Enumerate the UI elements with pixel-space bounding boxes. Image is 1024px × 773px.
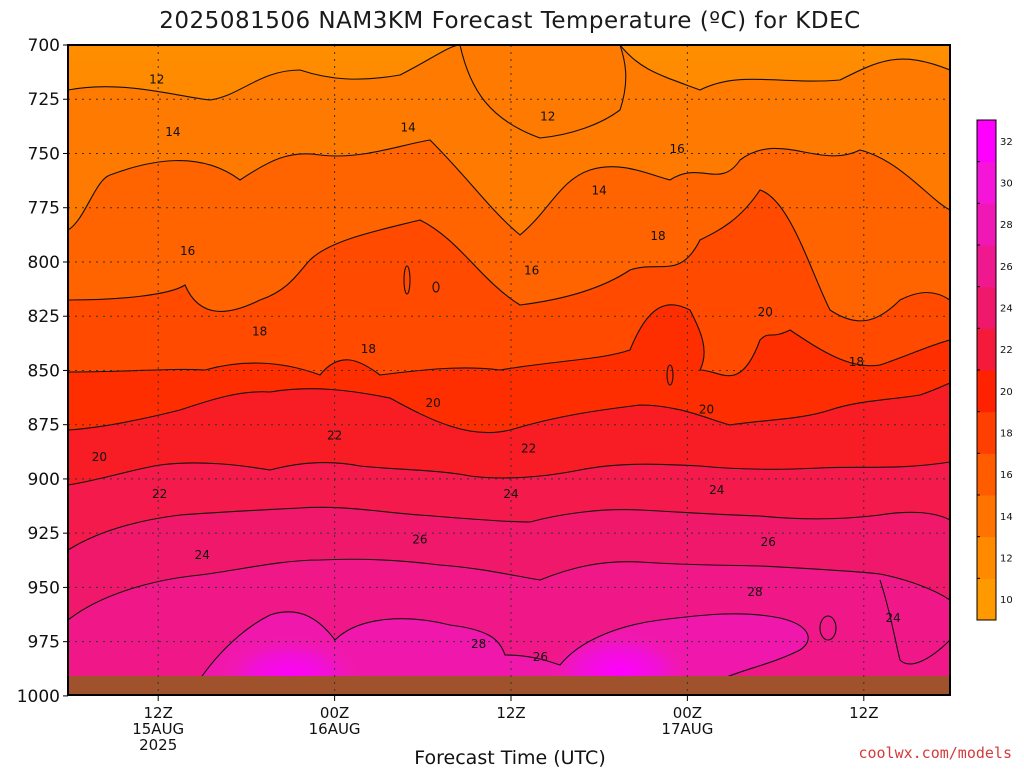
contour-label: 20	[758, 305, 773, 319]
contour-lines	[68, 45, 950, 695]
colorbar-segment	[977, 578, 996, 621]
contour-label: 20	[699, 403, 714, 417]
contour-label: 14	[165, 125, 180, 139]
colorbar: 10 12 14 16 18 20 22 24 26 28 30 32	[976, 119, 1013, 621]
y-tick-label: 700	[28, 36, 60, 56]
colorbar-label: 32	[1000, 137, 1013, 148]
x-tick-label: 00Z	[320, 704, 349, 722]
ground-surface	[68, 676, 950, 695]
contour-label: 14	[592, 183, 607, 197]
contour-label: 16	[180, 244, 195, 258]
contour-label: 26	[533, 650, 548, 664]
contour-label: 26	[761, 535, 776, 549]
colorbar-label: 18	[1000, 429, 1013, 440]
contour-label: 18	[849, 355, 864, 369]
y-tick-label: 1000	[17, 687, 60, 707]
contour-label: 24	[503, 487, 518, 501]
y-tick-label: 975	[28, 633, 60, 653]
colorbar-label: 28	[1000, 220, 1013, 231]
y-tick-label: 900	[28, 470, 60, 490]
contour-label: 18	[361, 342, 376, 356]
x-tick-label: 17AUG	[661, 720, 713, 738]
colorbar-label: 10	[1000, 595, 1013, 606]
colorbar-segment	[977, 286, 996, 329]
contour-label: 16	[669, 142, 684, 156]
colorbar-label: 16	[1000, 470, 1013, 481]
colorbar-segment	[977, 411, 996, 454]
grid-lines	[68, 45, 950, 695]
colorbar-label: 20	[1000, 387, 1013, 398]
contour-label: 22	[521, 442, 536, 456]
colorbar-segment	[977, 245, 996, 288]
contour-label: 22	[327, 429, 342, 443]
y-tick-label: 750	[28, 144, 60, 164]
contour-label: 26	[412, 533, 427, 547]
contour-label: 24	[886, 611, 901, 625]
colorbar-segment	[977, 203, 996, 246]
contour-label: 12	[149, 73, 164, 87]
colorbar-segment	[977, 328, 996, 371]
x-tick-label: 12Z	[144, 704, 173, 722]
colorbar-segment	[977, 453, 996, 496]
x-axis-label: Forecast Time (UTC)	[414, 747, 605, 768]
contour-label: 24	[195, 548, 210, 562]
colorbar-segment	[977, 161, 996, 204]
colorbar-label: 12	[1000, 554, 1013, 565]
y-tick-label: 925	[28, 524, 60, 544]
contour-label: 12	[540, 110, 555, 124]
colorbar-segment	[977, 370, 996, 413]
contour-label: 28	[471, 637, 486, 651]
colorbar-label: 14	[1000, 512, 1013, 523]
x-tick-label: 16AUG	[309, 720, 361, 738]
x-tick-label: 12Z	[849, 704, 878, 722]
y-tick-label: 825	[28, 307, 60, 327]
x-tick-label: 2025	[139, 736, 177, 754]
y-tick-label: 875	[28, 416, 60, 436]
credit-text: coolwx.com/models	[858, 744, 1012, 762]
colorbar-label: 30	[1000, 179, 1013, 190]
colorbar-label: 24	[1000, 304, 1013, 315]
hot-core-2	[550, 632, 690, 695]
colorbar-segment	[977, 120, 996, 163]
y-axis: 700 725 750 775 800 825 850 875 900 925 950 975 1000	[17, 36, 68, 707]
y-tick-label: 725	[28, 90, 60, 110]
y-tick-label: 850	[28, 361, 60, 381]
contour-label: 16	[524, 264, 539, 278]
contour-label: 28	[747, 585, 762, 599]
contour-label: 22	[152, 487, 167, 501]
contour-label: 14	[400, 120, 415, 134]
contour-labels: 12 12 14 14 14 16 16 16 18 18 18 18 20 20 20 20 22 22 22 24…	[92, 73, 901, 664]
contour-label: 18	[650, 229, 665, 243]
contour-label: 20	[425, 396, 440, 410]
colorbar-label: 26	[1000, 262, 1013, 273]
x-tick-label: 12Z	[496, 704, 525, 722]
colorbar-label: 22	[1000, 345, 1013, 356]
colorbar-segment	[977, 536, 996, 579]
chart-title: 2025081506 NAM3KM Forecast Temperature (…	[159, 8, 860, 34]
x-tick-label: 00Z	[673, 704, 702, 722]
x-tick-label: 15AUG	[132, 720, 184, 738]
plot-area: 12 12 14 14 14 16 16 16 18 18 18 18 20 20 20 20 22 22 22 24…	[68, 45, 950, 695]
contour-label: 18	[252, 324, 267, 338]
colorbar-segment	[977, 495, 996, 538]
y-tick-label: 775	[28, 199, 60, 219]
y-tick-label: 950	[28, 578, 60, 598]
contour-label: 20	[92, 450, 107, 464]
contour-label: 24	[709, 483, 724, 497]
y-tick-label: 800	[28, 253, 60, 273]
